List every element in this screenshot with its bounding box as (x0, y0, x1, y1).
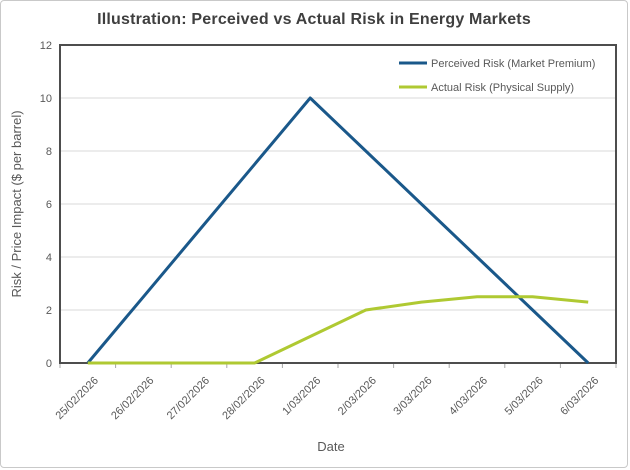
x-tick-label: 25/02/2026 (54, 375, 101, 422)
plot-border (59, 44, 617, 364)
y-axis-title: Risk / Price Impact ($ per barrel) (9, 110, 24, 297)
series-line-0 (86, 96, 590, 365)
series-line-1 (87, 295, 589, 365)
legend-label: Actual Risk (Physical Supply) (431, 82, 574, 94)
y-tick-label: 10 (40, 93, 52, 105)
x-tick-label: 5/03/2026 (503, 375, 546, 418)
y-tick-label: 6 (46, 199, 52, 211)
legend-label: Perceived Risk (Market Premium) (431, 58, 595, 70)
x-tick-label: 27/02/2026 (165, 375, 212, 422)
y-tick-label: 12 (40, 40, 52, 52)
x-tick-label: 2/03/2026 (336, 375, 379, 418)
x-tick-label: 1/03/2026 (280, 375, 323, 418)
chart-title: Illustration: Perceived vs Actual Risk i… (97, 11, 531, 28)
x-axis-title: Date (317, 439, 344, 454)
y-tick-label: 4 (46, 252, 52, 264)
y-tick-label: 2 (46, 305, 52, 317)
x-tick-label: 28/02/2026 (220, 375, 267, 422)
x-tick-label: 3/03/2026 (391, 375, 434, 418)
y-tick-label: 8 (46, 146, 52, 158)
x-tick-label: 6/03/2026 (558, 375, 601, 418)
x-tick-label: 26/02/2026 (109, 375, 156, 422)
y-tick-label: 0 (46, 358, 52, 370)
x-tick-label: 4/03/2026 (447, 375, 490, 418)
